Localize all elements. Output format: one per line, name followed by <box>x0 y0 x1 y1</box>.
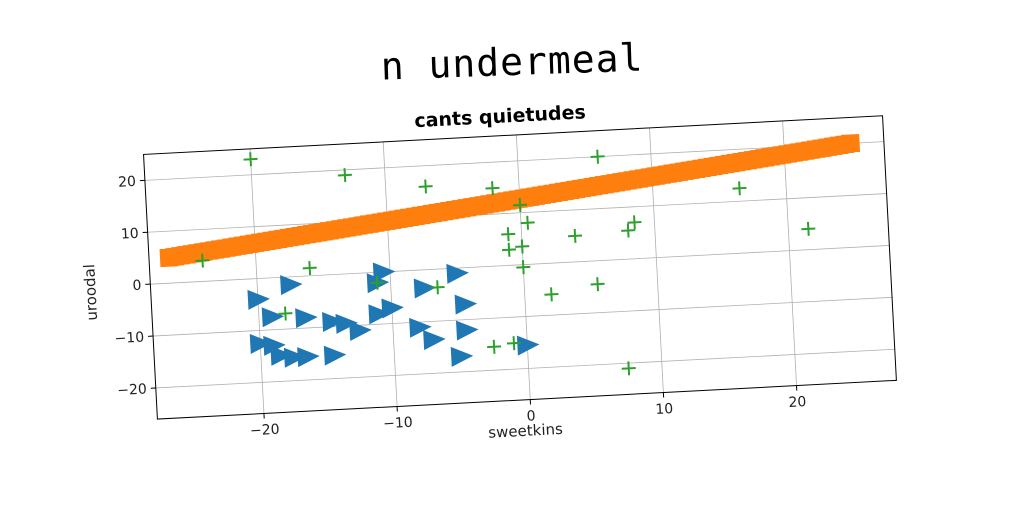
triangle-marker <box>349 320 372 341</box>
triangle-marker <box>322 311 345 332</box>
plus-marker <box>418 179 433 194</box>
triangle-marker <box>368 304 391 325</box>
triangle-marker <box>450 346 474 367</box>
triangle-marker <box>247 289 270 310</box>
plus-marker <box>278 306 293 321</box>
grid-line-y <box>147 193 887 233</box>
plus-marker <box>370 275 385 290</box>
triangle-marker <box>381 298 404 319</box>
triangle-marker <box>297 347 320 368</box>
y-tick-label: 20 <box>118 174 137 191</box>
triangle-marker <box>516 335 540 356</box>
plus-marker <box>627 215 642 230</box>
plus-marker <box>337 168 352 183</box>
grid-line-y <box>144 141 884 181</box>
plus-marker <box>568 228 583 243</box>
plus-marker <box>621 223 636 238</box>
grid-line-x <box>782 120 797 386</box>
plus-marker <box>506 336 521 351</box>
plus-marker <box>621 361 636 376</box>
plus-marker <box>302 260 317 276</box>
plus-marker <box>544 287 559 302</box>
grid-line-y <box>150 245 890 285</box>
x-tick-label: 10 <box>655 401 674 418</box>
y-axis-label: uroodal <box>80 264 101 321</box>
x-tick-label: −10 <box>383 415 413 433</box>
y-tick-label: −10 <box>114 330 144 348</box>
triangle-marker <box>283 347 307 368</box>
triangle-marker <box>261 307 285 328</box>
plus-marker <box>512 197 528 212</box>
plus-marker <box>243 152 258 167</box>
plus-marker <box>590 277 605 292</box>
triangle-marker <box>263 335 286 356</box>
series-1 <box>247 262 540 368</box>
square-marker <box>841 133 861 153</box>
plus-marker <box>430 280 445 295</box>
triangle-marker <box>270 345 293 366</box>
y-tick-label: −20 <box>117 381 147 399</box>
triangle-marker <box>423 330 446 351</box>
plus-marker <box>485 181 500 196</box>
plus-marker <box>515 239 530 254</box>
triangle-marker <box>454 294 478 315</box>
plus-marker <box>195 253 210 268</box>
x-axis-label: sweetkins <box>488 420 564 442</box>
x-tick-label: 20 <box>788 394 807 411</box>
axes-frame <box>143 115 897 420</box>
series-2 <box>159 133 861 268</box>
x-tick-label: −20 <box>250 422 280 440</box>
plus-marker <box>501 227 516 242</box>
triangle-marker <box>413 278 437 299</box>
triangle-marker <box>446 263 469 284</box>
plot-area <box>159 133 861 376</box>
y-tick-label: 10 <box>120 226 139 243</box>
series-3 <box>195 149 816 376</box>
chart-subtitle: cants quietudes <box>414 101 586 132</box>
grid-line-y <box>155 348 895 389</box>
triangle-marker <box>335 313 358 334</box>
plus-marker <box>590 149 605 164</box>
grid-line-x <box>382 141 398 407</box>
y-tick-label: 0 <box>132 278 142 294</box>
grid-line-x <box>249 148 265 414</box>
plus-marker <box>520 215 535 230</box>
plus-marker <box>801 221 816 236</box>
triangle-marker <box>455 320 479 341</box>
plus-marker <box>516 260 531 275</box>
triangle-marker <box>249 333 273 354</box>
x-tick-label: 0 <box>526 408 536 424</box>
triangle-marker <box>409 317 432 338</box>
triangle-marker <box>280 275 303 296</box>
plus-marker <box>732 181 747 196</box>
grid-line-y <box>153 296 893 337</box>
plus-marker <box>501 242 517 257</box>
triangle-marker <box>323 345 347 366</box>
axes: −20 −10 0 10 20 −20 −10 0 10 20 <box>114 115 897 440</box>
triangle-marker <box>295 308 318 329</box>
triangle-marker <box>372 262 396 283</box>
plus-marker <box>487 339 502 354</box>
grid <box>144 120 895 414</box>
